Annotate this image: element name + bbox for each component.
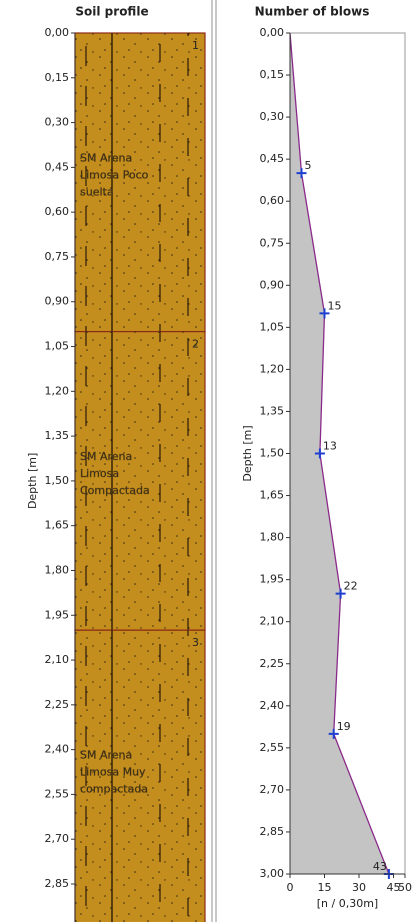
marker bbox=[319, 308, 330, 319]
divider bbox=[215, 0, 217, 922]
y-tick-label: 2,10 bbox=[260, 615, 285, 628]
layer-label: compactada bbox=[80, 783, 148, 796]
y-tick-label: 1,50 bbox=[45, 474, 70, 487]
y-tick-label: 0,45 bbox=[45, 160, 70, 173]
y-tick-label: 0,90 bbox=[45, 295, 70, 308]
y-tick-label: 2,70 bbox=[260, 783, 285, 796]
y-tick-label: 1,20 bbox=[260, 362, 285, 375]
x-tick-label: 45 bbox=[387, 881, 401, 894]
y-tick-label: 2,10 bbox=[45, 653, 70, 666]
y-tick-label: 0,00 bbox=[260, 26, 285, 39]
y-tick-label: 1,80 bbox=[45, 563, 70, 576]
y-tick-label: 2,55 bbox=[45, 787, 70, 800]
y-tick-label: 1,35 bbox=[45, 429, 70, 442]
data-label: 5 bbox=[305, 159, 312, 172]
x-tick-label: 30 bbox=[352, 881, 366, 894]
y-tick-label: 1,80 bbox=[260, 531, 285, 544]
y-tick-label: 1,50 bbox=[260, 447, 285, 460]
chart-title: Number of blows bbox=[255, 5, 370, 19]
layer-number: 1 bbox=[192, 39, 199, 52]
y-tick-label: 2,70 bbox=[45, 832, 70, 845]
y-tick-label: 0,60 bbox=[260, 194, 285, 207]
y-tick-label: 2,25 bbox=[45, 698, 70, 711]
x-tick-label: 0 bbox=[287, 881, 294, 894]
y-tick-label: 2,40 bbox=[45, 743, 70, 756]
y-tick-label: 2,40 bbox=[260, 699, 285, 712]
data-label: 19 bbox=[337, 720, 351, 733]
y-tick-label: 0,60 bbox=[45, 205, 70, 218]
data-label: 13 bbox=[323, 440, 337, 453]
y-tick-label: 2,85 bbox=[260, 825, 285, 838]
x-axis-label: [n / 0,30m] bbox=[317, 897, 378, 910]
y-tick-label: 0,75 bbox=[45, 250, 70, 263]
y-tick-label: 1,95 bbox=[45, 608, 70, 621]
soil-texture bbox=[75, 331, 205, 631]
marker bbox=[296, 168, 307, 179]
layer-label: Limosa Muy bbox=[80, 766, 146, 779]
layer-label: Compactada bbox=[80, 484, 150, 497]
y-tick-label: 0,45 bbox=[260, 152, 285, 165]
layer-label: suelta bbox=[80, 185, 114, 198]
marker bbox=[328, 728, 339, 739]
soil-texture bbox=[75, 630, 205, 922]
y-tick-label: 0,15 bbox=[260, 68, 285, 81]
layer-label: Limosa Poco bbox=[80, 168, 149, 181]
layer-label: SM Arena bbox=[80, 749, 132, 762]
y-axis-label: Depth [m] bbox=[241, 425, 254, 481]
y-tick-label: 0,30 bbox=[45, 116, 70, 129]
x-tick-label: 15 bbox=[318, 881, 332, 894]
y-tick-label: 3,00 bbox=[260, 867, 285, 880]
chart-title: Soil profile bbox=[75, 5, 148, 19]
y-tick-label: 2,55 bbox=[260, 741, 285, 754]
data-label: 15 bbox=[328, 299, 342, 312]
y-axis-label: Depth [m] bbox=[26, 453, 39, 509]
layer-label: SM Arena bbox=[80, 450, 132, 463]
data-label: 43 bbox=[373, 860, 387, 873]
y-tick-label: 1,35 bbox=[260, 404, 285, 417]
layer-number: 3 bbox=[192, 636, 199, 649]
y-tick-label: 1,05 bbox=[260, 320, 285, 333]
y-tick-label: 1,20 bbox=[45, 384, 70, 397]
soil-texture bbox=[75, 33, 205, 332]
y-tick-label: 1,95 bbox=[260, 573, 285, 586]
layer-label: SM Arena bbox=[80, 151, 132, 164]
y-tick-label: 0,30 bbox=[260, 110, 285, 123]
y-tick-label: 0,90 bbox=[260, 278, 285, 291]
y-tick-label: 1,65 bbox=[260, 489, 285, 502]
y-tick-label: 2,85 bbox=[45, 877, 70, 890]
area bbox=[290, 33, 389, 874]
marker bbox=[335, 588, 346, 599]
layer-number: 2 bbox=[192, 338, 199, 351]
marker bbox=[314, 448, 325, 459]
y-tick-label: 2,25 bbox=[260, 657, 285, 670]
divider bbox=[211, 0, 213, 922]
y-tick-label: 1,05 bbox=[45, 340, 70, 353]
y-tick-label: 0,15 bbox=[45, 71, 70, 84]
data-label: 22 bbox=[344, 580, 358, 593]
y-tick-label: 0,75 bbox=[260, 236, 285, 249]
y-tick-label: 0,00 bbox=[45, 26, 70, 39]
layer-label: Limosa bbox=[80, 467, 119, 480]
x-tick-label: 50 bbox=[398, 881, 412, 894]
y-tick-label: 1,65 bbox=[45, 519, 70, 532]
